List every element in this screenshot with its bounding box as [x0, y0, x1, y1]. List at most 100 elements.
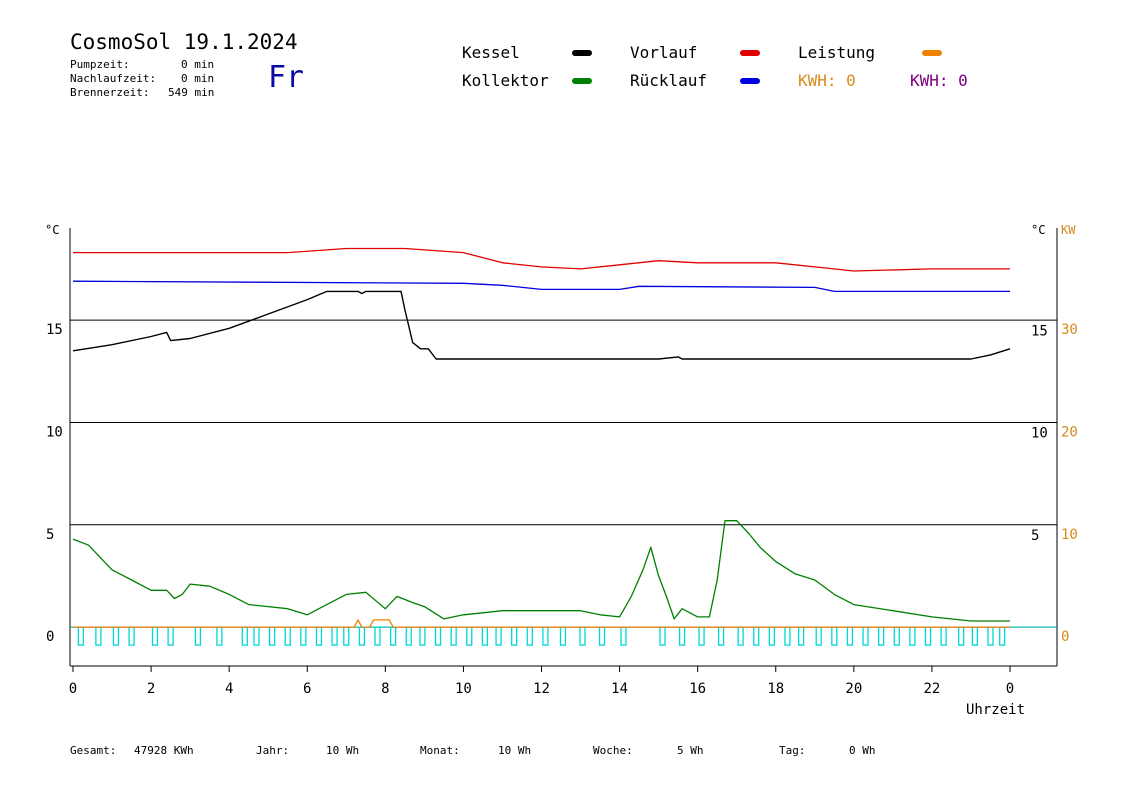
- legend-leistung-label: Leistung: [798, 43, 876, 62]
- y-axis-ticks: 0 5 10 15 5 10 15 0 10 20 30: [46, 322, 1078, 645]
- series-line-leistung: [73, 619, 1010, 628]
- pump-bar: [374, 626, 381, 646]
- right-c-tick-label: 15: [1031, 323, 1048, 339]
- pump-bar: [940, 626, 947, 646]
- weekday-label: Fr: [268, 60, 305, 95]
- x-tick-label: 0: [69, 681, 77, 697]
- pump-bar: [768, 626, 775, 646]
- series-lines: [72, 247, 1011, 628]
- series-line-kessel: [72, 290, 1011, 360]
- pump-bar: [434, 626, 442, 646]
- footer-woche-label: Woche:: [593, 744, 633, 757]
- stat-nachlaufzeit-value: 0 min: [181, 72, 215, 85]
- pump-bar: [846, 626, 854, 646]
- footer-woche-value: 5 Wh: [677, 744, 704, 757]
- x-tick-label: 12: [533, 681, 550, 697]
- x-axis-label: Uhrzeit: [966, 702, 1025, 718]
- pump-bar: [999, 626, 1006, 646]
- right-axis-unit-c: °C: [1031, 223, 1045, 237]
- x-tick-label: 20: [845, 681, 862, 697]
- x-tick-label: 8: [381, 681, 389, 697]
- pump-bar: [77, 626, 84, 646]
- right-c-tick-label: 10: [1031, 426, 1048, 442]
- footer-tag-label: Tag:: [779, 744, 806, 757]
- grid-lines: [70, 319, 1057, 628]
- pump-bar: [253, 626, 260, 646]
- pump-bar: [815, 626, 822, 646]
- stat-pumpzeit-label: Pumpzeit:: [70, 58, 130, 71]
- pump-bar: [909, 626, 916, 646]
- right-kw-tick-label: 20: [1061, 424, 1078, 440]
- series-line-vorlauf: [73, 247, 1010, 272]
- pump-bar: [620, 626, 627, 646]
- pump-bar: [678, 626, 686, 646]
- pump-bar: [167, 626, 174, 646]
- pump-bar: [331, 626, 338, 646]
- stat-brennerzeit-label: Brennerzeit:: [70, 86, 150, 99]
- right-kw-tick-label: 0: [1061, 629, 1069, 645]
- x-tick-label: 4: [225, 681, 233, 697]
- right-kw-tick-label: 30: [1061, 322, 1078, 338]
- left-tick-label: 0: [46, 629, 54, 645]
- legend-kollektor-swatch: [572, 78, 592, 84]
- x-tick-label: 22: [923, 681, 940, 697]
- pump-bar: [893, 626, 900, 646]
- left-tick-label: 10: [46, 424, 63, 440]
- footer-gesamt-value: 47928 KWh: [134, 744, 194, 757]
- legend-vorlauf-swatch: [740, 50, 760, 56]
- pump-bar: [784, 626, 791, 646]
- legend-kwh-purple: KWH: 0: [910, 71, 968, 90]
- legend-ruecklauf-label: Rücklauf: [630, 71, 708, 90]
- x-tick-label: 16: [689, 681, 706, 697]
- pump-bar: [526, 626, 533, 646]
- pump-bar: [737, 626, 744, 646]
- legend-kessel-swatch: [572, 50, 592, 56]
- footer-jahr-label: Jahr:: [256, 744, 290, 757]
- pump-bar: [559, 626, 567, 646]
- pump-bar: [753, 626, 760, 646]
- pump-bar: [358, 626, 366, 646]
- pump-bar: [112, 626, 120, 646]
- left-tick-label: 5: [46, 527, 54, 543]
- pump-bar: [971, 626, 979, 646]
- footer-monat-label: Monat:: [420, 744, 460, 757]
- x-tick-label: 10: [455, 681, 472, 697]
- pump-bar: [878, 626, 885, 646]
- pump-bar: [343, 626, 350, 646]
- pump-bar: [698, 626, 705, 646]
- x-tick-label: 0: [1006, 681, 1014, 697]
- legend-kollektor-label: Kollektor: [462, 71, 549, 90]
- left-axis-unit: °C: [45, 223, 59, 237]
- stat-brennerzeit-value: 549 min: [168, 86, 215, 99]
- pump-bar: [924, 626, 932, 646]
- pump-bar: [831, 626, 838, 646]
- stat-pumpzeit-value: 0 min: [181, 58, 215, 71]
- footer-tag-value: 0 Wh: [849, 744, 876, 757]
- right-kw-tick-label: 10: [1061, 527, 1078, 543]
- legend-kessel-label: Kessel: [462, 43, 520, 62]
- page-title: CosmoSol 19.1.2024: [70, 30, 298, 54]
- left-tick-label: 15: [46, 322, 63, 338]
- pump-bar: [151, 626, 159, 646]
- pump-bar: [797, 626, 805, 646]
- footer-gesamt-label: Gesamt:: [70, 744, 117, 757]
- pump-bar: [300, 626, 307, 646]
- x-axis-ticks: 0 2 4 6 8 10 12 14 16 18 20 22 0: [69, 666, 1014, 697]
- series-line-kollektor: [72, 520, 1010, 622]
- pump-bars: [70, 626, 1057, 646]
- pump-bar: [481, 626, 489, 646]
- stat-nachlaufzeit-label: Nachlaufzeit:: [70, 72, 157, 85]
- pump-bar: [987, 626, 994, 646]
- legend-kwh-orange: KWH: 0: [798, 71, 856, 90]
- pump-bar: [95, 626, 102, 646]
- pump-bar: [511, 626, 518, 646]
- pump-bar: [241, 626, 248, 646]
- pump-bar: [405, 626, 412, 646]
- footer-jahr-value: 10 Wh: [326, 744, 360, 757]
- pump-bar: [128, 626, 135, 646]
- pump-bar: [542, 626, 549, 646]
- legend-vorlauf-label: Vorlauf: [630, 43, 698, 62]
- pump-bar: [315, 626, 323, 646]
- right-c-tick-label: 5: [1031, 528, 1039, 544]
